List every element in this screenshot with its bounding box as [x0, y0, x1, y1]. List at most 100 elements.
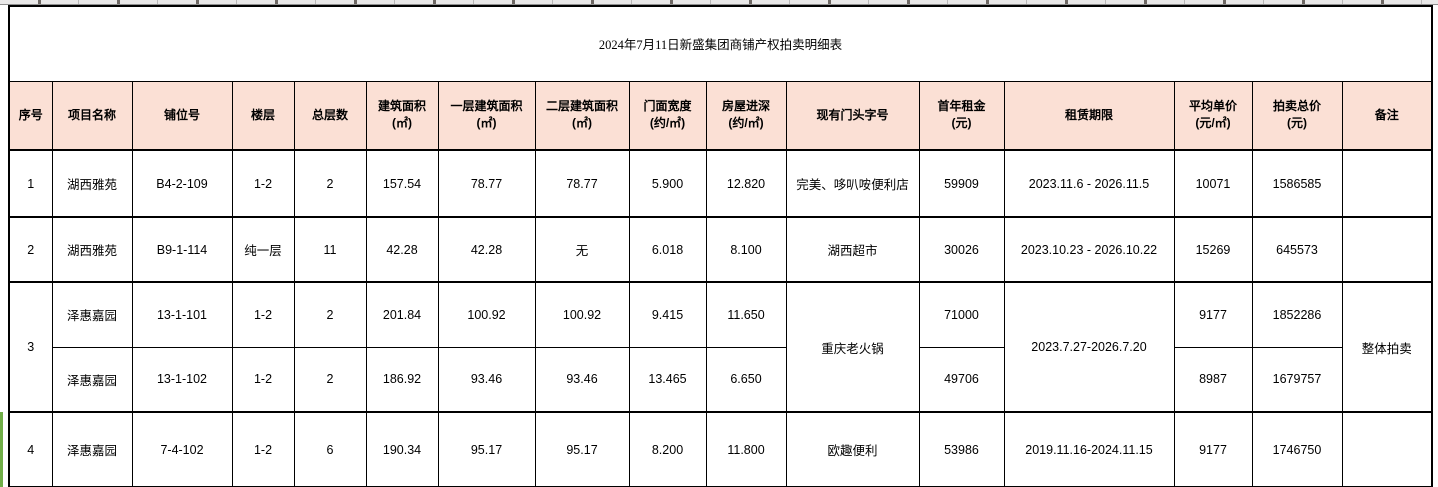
cell-floor[interactable]: 纯一层 [231, 216, 295, 283]
auction-detail-table: 2024年7月11日新盛集团商铺产权拍卖明细表 序号 项目名称 铺位号 楼层 总… [8, 5, 1433, 487]
cell-lease-term[interactable]: 2023.7.27-2026.7.20 [1003, 281, 1175, 413]
cell-facade-width[interactable]: 5.900 [628, 149, 707, 218]
col-header-second-floor-area[interactable]: 二层建筑面积 (㎡) [534, 80, 630, 151]
cell-facade-width[interactable]: 6.018 [628, 216, 707, 283]
cell-avg-unit-price[interactable]: 8987 [1173, 346, 1253, 413]
cell-house-depth[interactable]: 11.800 [705, 411, 787, 487]
cell-first-year-rent[interactable]: 53986 [918, 411, 1005, 487]
cell-facade-width[interactable]: 9.415 [628, 281, 707, 348]
col-header-avg-unit-price[interactable]: 平均单价 (元/㎡) [1173, 80, 1253, 151]
cell-first-floor-area[interactable]: 100.92 [437, 281, 536, 348]
cell-shop-number[interactable]: B4-2-109 [131, 149, 233, 218]
cell-auction-total-price[interactable]: 1746750 [1251, 411, 1343, 487]
cell-first-year-rent[interactable]: 30026 [918, 216, 1005, 283]
table-header-row: 序号 项目名称 铺位号 楼层 总层数 建筑面积 (㎡) 一层建筑面积 (㎡) 二层建… [8, 80, 1433, 151]
col-header-auction-total-price[interactable]: 拍卖总价 (元) [1251, 80, 1343, 151]
cell-auction-total-price[interactable]: 1852286 [1251, 281, 1343, 348]
cell-first-year-rent[interactable]: 49706 [918, 346, 1005, 413]
cell-building-area[interactable]: 201.84 [365, 281, 439, 348]
col-header-project-name[interactable]: 项目名称 [51, 80, 133, 151]
col-header-first-year-rent[interactable]: 首年租金 (元) [918, 80, 1005, 151]
cell-facade-width[interactable]: 13.465 [628, 346, 707, 413]
cell-project-name[interactable]: 湖西雅苑 [51, 149, 133, 218]
sheet-title-cell[interactable]: 2024年7月11日新盛集团商铺产权拍卖明细表 [8, 5, 1433, 82]
col-header-serial[interactable]: 序号 [8, 80, 53, 151]
excel-column-headers-strip[interactable] [0, 0, 1438, 5]
cell-first-floor-area[interactable]: 95.17 [437, 411, 536, 487]
cell-shop-number[interactable]: 7-4-102 [131, 411, 233, 487]
col-header-first-floor-area[interactable]: 一层建筑面积 (㎡) [437, 80, 536, 151]
cell-floor[interactable]: 1-2 [231, 281, 295, 348]
cell-total-floors[interactable]: 2 [293, 149, 367, 218]
cell-lease-term[interactable]: 2019.11.16-2024.11.15 [1003, 411, 1175, 487]
cell-second-floor-area[interactable]: 93.46 [534, 346, 630, 413]
cell-house-depth[interactable]: 8.100 [705, 216, 787, 283]
cell-auction-total-price[interactable]: 1679757 [1251, 346, 1343, 413]
cell-project-name[interactable]: 湖西雅苑 [51, 216, 133, 283]
cell-remark[interactable] [1341, 216, 1433, 283]
table-row: 1 湖西雅苑 B4-2-109 1-2 2 157.54 78.77 78.77… [8, 149, 1433, 218]
cell-serial[interactable]: 2 [8, 216, 53, 283]
cell-shop-sign[interactable]: 重庆老火锅 [785, 281, 920, 413]
col-header-lease-term[interactable]: 租赁期限 [1003, 80, 1175, 151]
cell-second-floor-area[interactable]: 78.77 [534, 149, 630, 218]
col-header-house-depth[interactable]: 房屋进深 (约/㎡) [705, 80, 787, 151]
cell-avg-unit-price[interactable]: 9177 [1173, 411, 1253, 487]
cell-first-floor-area[interactable]: 78.77 [437, 149, 536, 218]
cell-second-floor-area[interactable]: 100.92 [534, 281, 630, 348]
cell-project-name[interactable]: 泽惠嘉园 [51, 411, 133, 487]
table-row: 泽惠嘉园 13-1-102 1-2 2 186.92 93.46 93.46 1… [9, 346, 1432, 413]
col-header-shop-sign[interactable]: 现有门头字号 [785, 80, 920, 151]
col-header-total-floors[interactable]: 总层数 [293, 80, 367, 151]
cell-auction-total-price[interactable]: 645573 [1251, 216, 1343, 283]
cell-building-area[interactable]: 186.92 [365, 346, 439, 413]
cell-second-floor-area[interactable]: 95.17 [534, 411, 630, 487]
cell-lease-term[interactable]: 2023.11.6 - 2026.11.5 [1003, 149, 1175, 218]
cell-first-year-rent[interactable]: 71000 [918, 281, 1005, 348]
cell-remark[interactable]: 整体拍卖 [1341, 281, 1433, 413]
cell-total-floors[interactable]: 11 [293, 216, 367, 283]
cell-avg-unit-price[interactable]: 15269 [1173, 216, 1253, 283]
cell-remark[interactable] [1341, 149, 1433, 218]
cell-house-depth[interactable]: 12.820 [705, 149, 787, 218]
cell-first-floor-area[interactable]: 42.28 [437, 216, 536, 283]
cell-serial[interactable]: 4 [8, 411, 53, 487]
col-header-facade-width[interactable]: 门面宽度 (约/㎡) [628, 80, 707, 151]
cell-avg-unit-price[interactable]: 9177 [1173, 281, 1253, 348]
cell-total-floors[interactable]: 6 [293, 411, 367, 487]
cell-serial[interactable]: 3 [8, 281, 53, 413]
cell-facade-width[interactable]: 8.200 [628, 411, 707, 487]
cell-floor[interactable]: 1-2 [231, 149, 295, 218]
cell-house-depth[interactable]: 11.650 [705, 281, 787, 348]
cell-building-area[interactable]: 42.28 [365, 216, 439, 283]
cell-building-area[interactable]: 157.54 [365, 149, 439, 218]
cell-total-floors[interactable]: 2 [293, 346, 367, 413]
col-header-remarks[interactable]: 备注 [1341, 80, 1433, 151]
cell-project-name[interactable]: 泽惠嘉园 [51, 281, 133, 348]
col-header-building-area[interactable]: 建筑面积 (㎡) [365, 80, 439, 151]
table-row: 4 泽惠嘉园 7-4-102 1-2 6 190.34 95.17 95.17 … [8, 411, 1433, 487]
cell-project-name[interactable]: 泽惠嘉园 [51, 346, 133, 413]
cell-first-floor-area[interactable]: 93.46 [437, 346, 536, 413]
cell-building-area[interactable]: 190.34 [365, 411, 439, 487]
cell-floor[interactable]: 1-2 [231, 411, 295, 487]
cell-second-floor-area[interactable]: 无 [534, 216, 630, 283]
cell-remark[interactable] [1341, 411, 1433, 487]
col-header-floor[interactable]: 楼层 [231, 80, 295, 151]
cell-auction-total-price[interactable]: 1586585 [1251, 149, 1343, 218]
cell-lease-term[interactable]: 2023.10.23 - 2026.10.22 [1003, 216, 1175, 283]
cell-shop-sign[interactable]: 欧趣便利 [785, 411, 920, 487]
cell-shop-number[interactable]: 13-1-102 [131, 346, 233, 413]
cell-first-year-rent[interactable]: 59909 [918, 149, 1005, 218]
cell-house-depth[interactable]: 6.650 [705, 346, 787, 413]
cell-shop-sign[interactable]: 湖西超市 [785, 216, 920, 283]
col-header-shop-number[interactable]: 铺位号 [131, 80, 233, 151]
cell-total-floors[interactable]: 2 [293, 281, 367, 348]
cell-shop-number[interactable]: 13-1-101 [131, 281, 233, 348]
cell-avg-unit-price[interactable]: 10071 [1173, 149, 1253, 218]
cell-serial[interactable]: 1 [8, 149, 53, 218]
cell-shop-sign[interactable]: 完美、哆叭咹便利店 [785, 149, 920, 218]
cell-floor[interactable]: 1-2 [231, 346, 295, 413]
cell-shop-number[interactable]: B9-1-114 [131, 216, 233, 283]
